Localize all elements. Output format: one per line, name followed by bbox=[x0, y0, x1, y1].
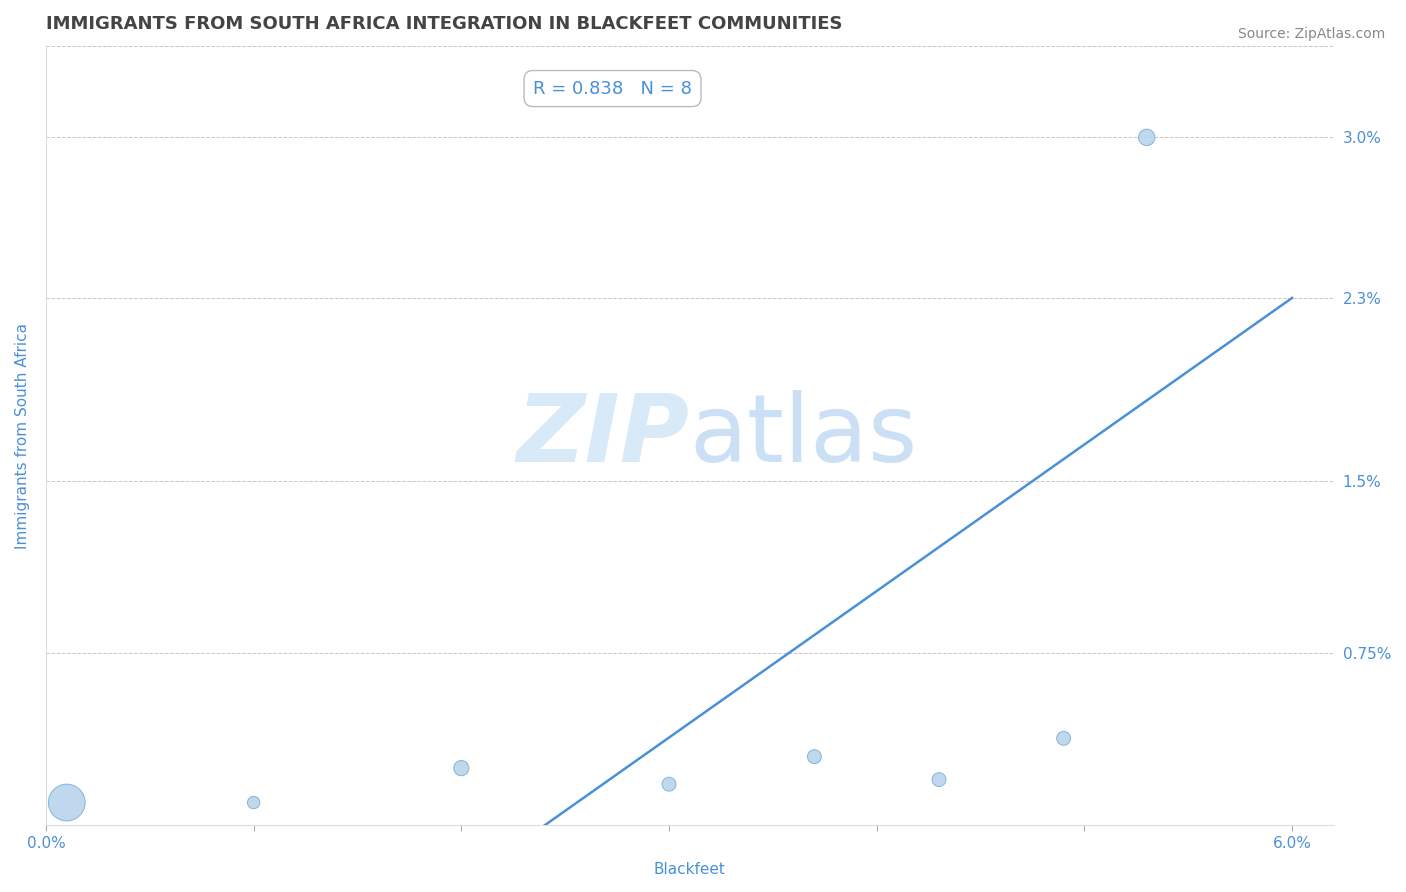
Text: Source: ZipAtlas.com: Source: ZipAtlas.com bbox=[1237, 27, 1385, 41]
Point bbox=[242, 796, 264, 810]
Text: IMMIGRANTS FROM SOUTH AFRICA INTEGRATION IN BLACKFEET COMMUNITIES: IMMIGRANTS FROM SOUTH AFRICA INTEGRATION… bbox=[46, 15, 842, 33]
Y-axis label: Immigrants from South Africa: Immigrants from South Africa bbox=[15, 323, 30, 549]
Point bbox=[803, 749, 825, 764]
Point bbox=[928, 772, 950, 787]
Point bbox=[1052, 731, 1074, 746]
X-axis label: Blackfeet: Blackfeet bbox=[654, 862, 725, 877]
Text: R = 0.838   N = 8: R = 0.838 N = 8 bbox=[533, 79, 692, 97]
Point bbox=[55, 796, 77, 810]
Point bbox=[450, 761, 472, 775]
Text: atlas: atlas bbox=[690, 390, 918, 482]
Point bbox=[1136, 130, 1159, 145]
Text: ZIP: ZIP bbox=[517, 390, 690, 482]
Point bbox=[658, 777, 681, 791]
